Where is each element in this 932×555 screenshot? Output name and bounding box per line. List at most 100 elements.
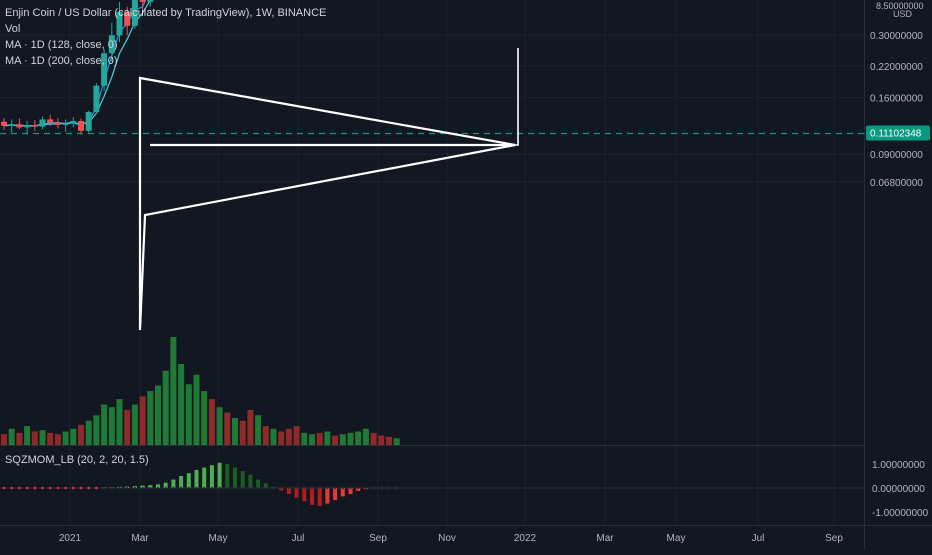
candle-body[interactable] xyxy=(63,123,69,125)
momentum-bar[interactable] xyxy=(256,480,260,488)
price-tick-label[interactable]: 0.16000000 xyxy=(870,93,923,104)
momentum-bar[interactable] xyxy=(310,488,314,505)
candle-body[interactable] xyxy=(140,0,146,2)
volume-bar xyxy=(201,391,207,445)
momentum-bar[interactable] xyxy=(341,488,345,496)
momentum-bar[interactable] xyxy=(195,470,199,488)
momentum-bar[interactable] xyxy=(210,465,214,488)
price-tag-label: 0.11102348 xyxy=(870,128,922,139)
squeeze-dot xyxy=(195,487,197,489)
time-tick-label[interactable]: 2021 xyxy=(59,533,82,544)
volume-legend[interactable]: Vol xyxy=(5,21,326,37)
candle-body[interactable] xyxy=(147,0,153,2)
candle-body[interactable] xyxy=(9,124,15,126)
price-tick-label[interactable]: 0.06800000 xyxy=(870,178,923,189)
volume-bar xyxy=(324,432,330,446)
candle-body[interactable] xyxy=(47,119,53,122)
momentum-bar[interactable] xyxy=(241,471,245,488)
symmetrical-triangle[interactable] xyxy=(140,78,515,330)
volume-bar xyxy=(194,375,200,445)
volume-bar xyxy=(78,425,84,445)
momentum-bar[interactable] xyxy=(302,488,306,501)
momentum-bar[interactable] xyxy=(179,476,183,488)
volume-bar xyxy=(155,386,161,445)
ma-128-legend[interactable]: MA · 1D (128, close, 0) xyxy=(5,37,326,53)
momentum-bar[interactable] xyxy=(171,480,175,488)
time-tick-label[interactable]: Nov xyxy=(438,533,456,544)
candle-body[interactable] xyxy=(78,121,84,131)
squeeze-dot xyxy=(149,487,151,489)
volume-bar xyxy=(348,433,354,445)
squeeze-dot xyxy=(311,487,313,489)
candle-body[interactable] xyxy=(24,125,30,127)
volume-bar xyxy=(140,396,146,445)
ma-200-legend[interactable]: MA · 1D (200, close, 0) xyxy=(5,53,326,69)
time-tick-label[interactable]: May xyxy=(209,533,228,544)
squeeze-dot xyxy=(26,487,29,490)
symbol-title[interactable]: Enjin Coin / US Dollar (calculated by Tr… xyxy=(5,5,326,21)
volume-bar xyxy=(232,418,238,445)
time-tick-label[interactable]: 2022 xyxy=(514,533,537,544)
candle-body[interactable] xyxy=(55,123,61,125)
time-tick-label[interactable]: Mar xyxy=(596,533,614,544)
time-tick-label[interactable]: Mar xyxy=(131,533,149,544)
momentum-bar[interactable] xyxy=(202,468,206,488)
volume-bar xyxy=(178,364,184,445)
target-projection[interactable] xyxy=(515,48,518,145)
momentum-tick-label[interactable]: -1.00000000 xyxy=(872,508,929,519)
squeeze-dot xyxy=(18,487,21,490)
time-tick-label[interactable]: Jul xyxy=(292,533,305,544)
squeeze-dot xyxy=(372,487,375,490)
squeeze-dot xyxy=(33,487,36,490)
pane-separator[interactable] xyxy=(0,445,864,446)
squeeze-dot xyxy=(365,487,367,489)
squeeze-dot xyxy=(103,487,105,489)
price-tick-label[interactable]: 0.09000000 xyxy=(870,150,923,161)
momentum-bar[interactable] xyxy=(325,488,329,504)
volume-bar xyxy=(394,438,400,445)
momentum-bar[interactable] xyxy=(225,464,229,488)
momentum-bar[interactable] xyxy=(187,473,191,488)
momentum-bar[interactable] xyxy=(248,475,252,488)
volume-bar xyxy=(101,405,107,446)
time-tick-label[interactable]: May xyxy=(667,533,686,544)
candle-body[interactable] xyxy=(32,125,38,127)
squeeze-dot xyxy=(295,487,297,489)
squeeze-dot xyxy=(72,487,75,490)
momentum-tick-label[interactable]: 1.00000000 xyxy=(872,460,925,471)
volume-bar xyxy=(40,430,46,445)
volume-bar xyxy=(63,432,69,446)
volume-bar xyxy=(47,433,53,445)
price-tick-label[interactable]: 0.30000000 xyxy=(870,31,923,42)
candle-body[interactable] xyxy=(16,124,22,127)
momentum-bar[interactable] xyxy=(318,488,322,506)
volume-bar xyxy=(24,426,30,445)
volume-bar xyxy=(1,434,7,445)
candle-body[interactable] xyxy=(1,122,7,126)
squeeze-dot xyxy=(211,487,213,489)
volume-bar xyxy=(55,434,61,445)
time-tick-label[interactable]: Jul xyxy=(752,533,765,544)
momentum-bar[interactable] xyxy=(218,463,222,488)
volume-bar xyxy=(209,399,215,445)
candle-body[interactable] xyxy=(40,119,46,126)
squeeze-dot xyxy=(141,487,143,489)
squeeze-dot xyxy=(203,487,205,489)
indicator-legend[interactable]: SQZMOM_LB (20, 2, 20, 1.5) xyxy=(5,454,149,466)
candle-body[interactable] xyxy=(93,86,99,112)
volume-bar xyxy=(132,405,138,446)
price-tick-label[interactable]: 0.22000000 xyxy=(870,62,923,73)
squeeze-dot xyxy=(218,487,220,489)
momentum-tick-label[interactable]: 0.00000000 xyxy=(872,484,925,495)
time-tick-label[interactable]: Sep xyxy=(825,533,843,544)
momentum-bar[interactable] xyxy=(295,488,299,498)
time-tick-label[interactable]: Sep xyxy=(369,533,387,544)
momentum-bar[interactable] xyxy=(333,488,337,500)
momentum-bar[interactable] xyxy=(233,468,237,488)
candle-body[interactable] xyxy=(86,112,92,131)
candle-body[interactable] xyxy=(70,121,76,123)
volume-bar xyxy=(255,415,261,445)
squeeze-dot xyxy=(257,487,259,489)
